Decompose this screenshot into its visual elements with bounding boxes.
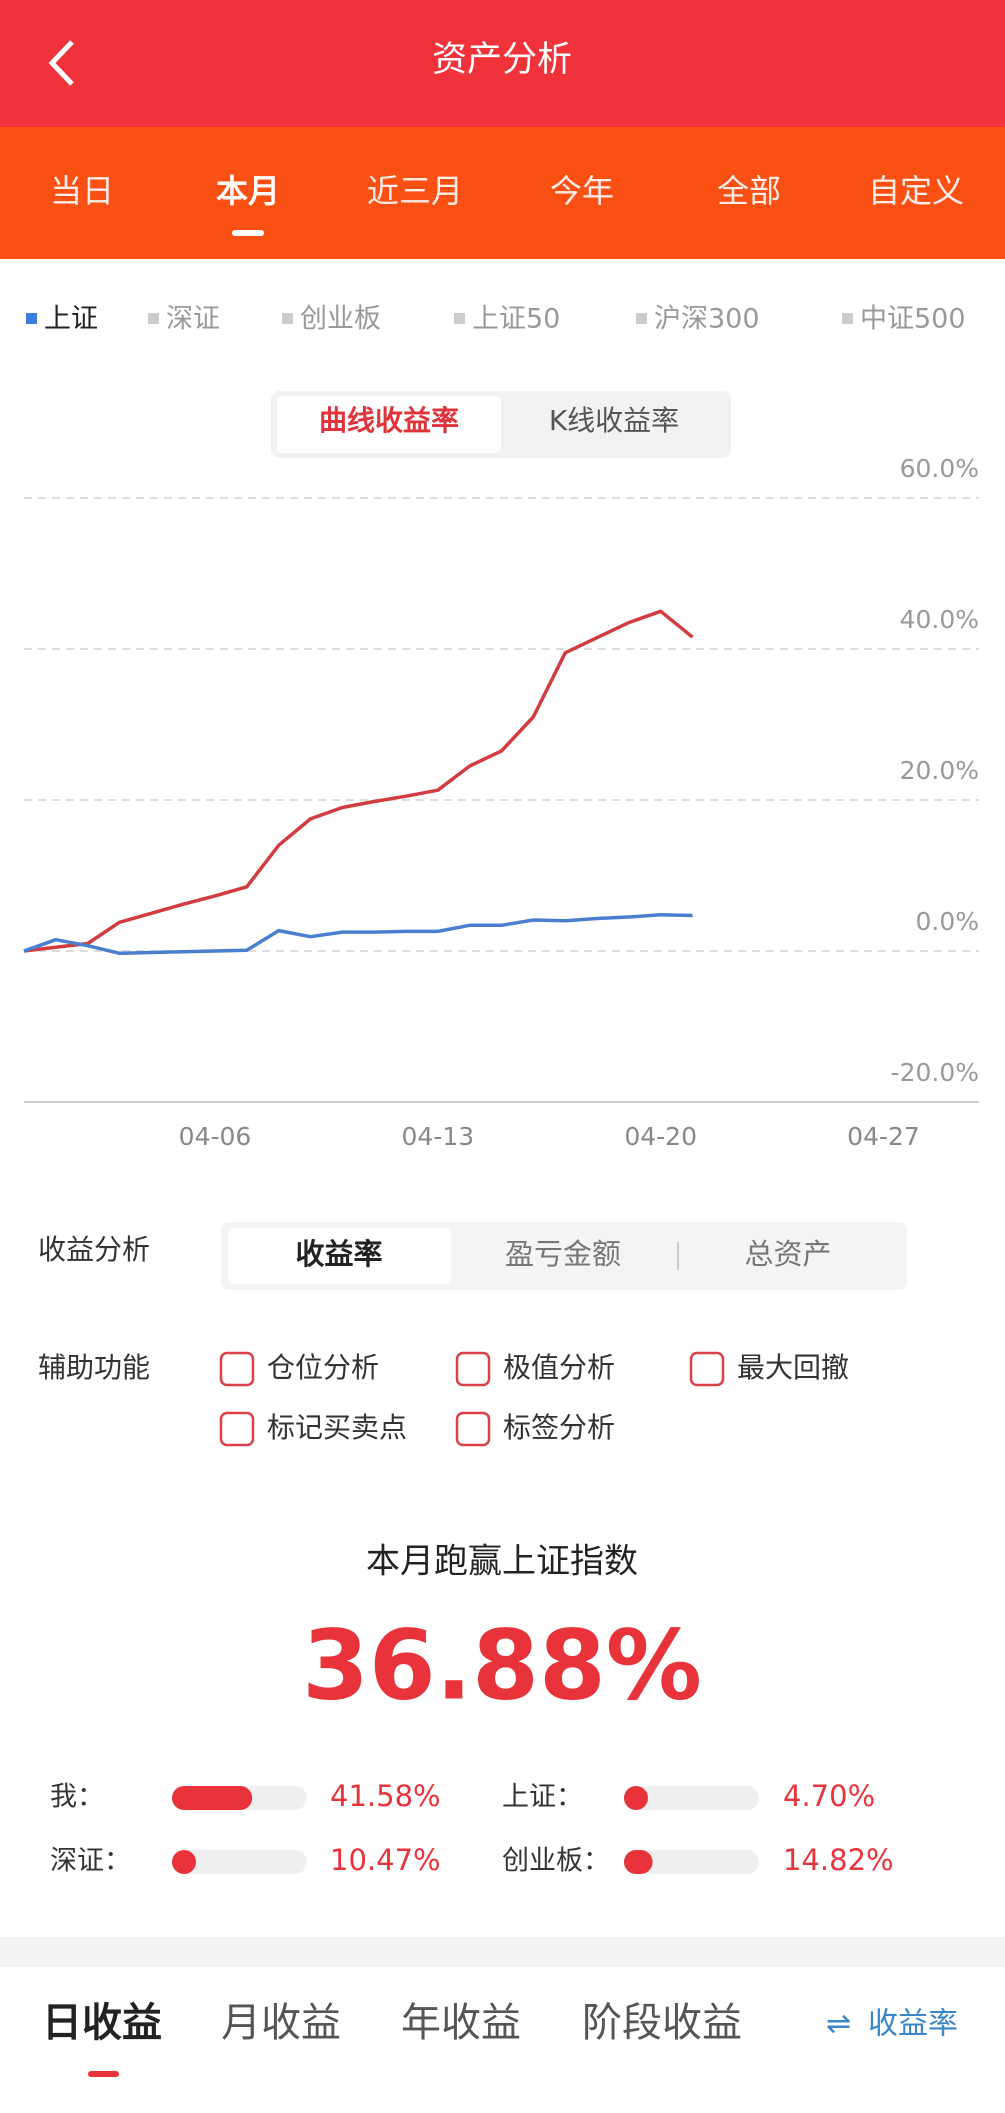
- mode-selected: [277, 396, 501, 453]
- analysis-option[interactable]: 盈亏金额: [505, 1237, 621, 1271]
- x-tick-label: 04-27: [847, 1122, 920, 1151]
- line-series: [23, 609, 694, 953]
- compare-name: 创业板：: [502, 1846, 610, 1877]
- legend-square: [842, 313, 853, 324]
- index-tab[interactable]: 中证500: [860, 304, 966, 335]
- legend-square: [636, 313, 647, 324]
- aux-option[interactable]: 最大回撤: [737, 1351, 849, 1384]
- summary-value: 36.88%: [302, 1609, 702, 1721]
- x-tick-label: 04-20: [624, 1122, 697, 1151]
- compare-name: 深证：: [50, 1846, 131, 1877]
- period-tab[interactable]: 近三月: [367, 172, 463, 210]
- aux-option[interactable]: 仓位分析: [267, 1351, 379, 1384]
- legend-square: [454, 313, 465, 324]
- y-tick-label: 0.0%: [915, 907, 979, 936]
- section-gap: [0, 1937, 1005, 1967]
- compare-bar: [172, 1850, 196, 1874]
- period-tab[interactable]: 当日: [50, 172, 114, 210]
- analysis-option[interactable]: 总资产: [744, 1237, 831, 1271]
- compare-bar: [624, 1850, 653, 1874]
- tab-underline: [88, 2071, 119, 2077]
- compare-name: 我：: [50, 1782, 104, 1813]
- checkbox[interactable]: [219, 1411, 255, 1447]
- compare-bar: [624, 1786, 648, 1810]
- bottom-tab[interactable]: 日收益: [42, 2000, 162, 2046]
- period-bar: [0, 127, 1005, 259]
- legend-square: [148, 313, 159, 324]
- period-tab[interactable]: 自定义: [868, 172, 964, 210]
- index-tab[interactable]: 上证50: [472, 304, 560, 335]
- compare-bar: [172, 1786, 253, 1810]
- chart-mode[interactable]: 曲线收益率: [319, 404, 459, 437]
- checkbox[interactable]: [455, 1411, 491, 1447]
- analysis-option[interactable]: 收益率: [295, 1237, 382, 1271]
- chart-mode[interactable]: K线收益率: [549, 404, 679, 437]
- y-tick-label: -20.0%: [891, 1058, 979, 1087]
- aux-label: 辅助功能: [38, 1351, 150, 1384]
- toggle-label[interactable]: 收益率: [868, 2007, 958, 2042]
- compare-value: 10.47%: [330, 1843, 441, 1877]
- period-tab[interactable]: 全部: [717, 172, 781, 210]
- index-tab[interactable]: 创业板: [300, 304, 381, 335]
- checkbox[interactable]: [219, 1351, 255, 1387]
- header-bar: [0, 0, 1005, 127]
- compare-name: 上证：: [502, 1782, 583, 1813]
- compare-value: 14.82%: [783, 1843, 894, 1877]
- back-button[interactable]: [48, 40, 74, 86]
- compare-value: 41.58%: [330, 1779, 441, 1813]
- compare-track: [624, 1786, 759, 1810]
- compare-track: [172, 1850, 307, 1874]
- bottom-tab[interactable]: 年收益: [401, 2000, 521, 2046]
- bottom-tab[interactable]: 月收益: [221, 2000, 341, 2046]
- analysis-label: 收益分析: [38, 1233, 150, 1266]
- aux-option[interactable]: 极值分析: [503, 1351, 615, 1384]
- toggle-icon: ⇌: [826, 2007, 851, 2042]
- aux-option[interactable]: 标记买卖点: [267, 1411, 407, 1444]
- legend-square: [26, 313, 37, 324]
- analysis-selected: [228, 1228, 451, 1284]
- aux-option[interactable]: 标签分析: [503, 1411, 615, 1444]
- period-tab[interactable]: 本月: [216, 172, 280, 210]
- y-tick-label: 20.0%: [900, 756, 979, 785]
- period-tab[interactable]: 今年: [550, 172, 614, 210]
- bottom-tab[interactable]: 阶段收益: [582, 2000, 742, 2046]
- x-tick-label: 04-13: [402, 1122, 475, 1151]
- index-tab[interactable]: 沪深300: [654, 304, 760, 335]
- period-underline: [232, 230, 264, 236]
- y-tick-label: 60.0%: [900, 454, 979, 483]
- compare-track: [624, 1850, 759, 1874]
- index-tab[interactable]: 上证: [44, 304, 98, 335]
- legend-square: [282, 313, 293, 324]
- x-tick-label: 04-06: [179, 1122, 252, 1151]
- checkbox[interactable]: [689, 1351, 725, 1387]
- checkbox[interactable]: [455, 1351, 491, 1387]
- index-tab[interactable]: 深证: [166, 304, 220, 335]
- page-title: 资产分析: [432, 40, 572, 80]
- summary-title: 本月跑赢上证指数: [366, 1542, 638, 1582]
- line-series: [23, 913, 693, 956]
- y-tick-label: 40.0%: [900, 605, 979, 634]
- compare-value: 4.70%: [783, 1779, 875, 1813]
